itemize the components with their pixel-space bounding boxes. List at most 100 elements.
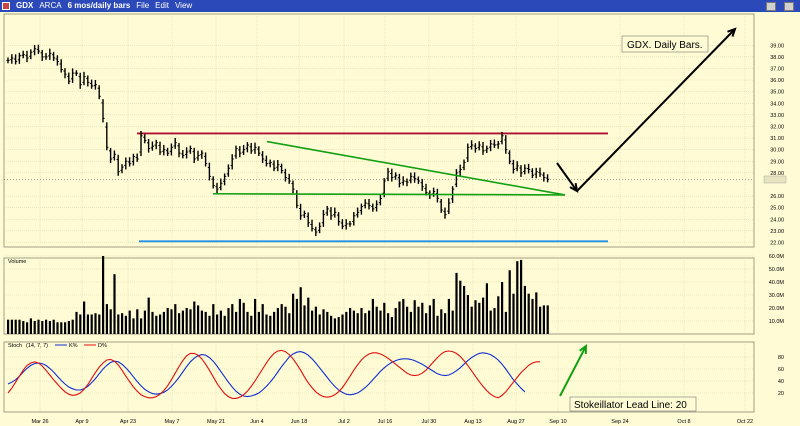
price-bar [329,207,333,220]
volume-bar [41,321,44,334]
close-button[interactable] [784,1,794,11]
price-bar [401,176,405,186]
x-tick-label: Jun 18 [291,419,308,425]
price-bar [90,79,94,89]
menu-view[interactable]: View [174,1,193,10]
price-tick-label: 25.00 [770,206,784,212]
volume-bar [143,310,146,334]
volume-bar [470,306,473,334]
volume-bar [485,283,488,334]
volume-bar [390,317,393,334]
volume-bar [67,321,70,334]
price-bar [158,141,162,155]
price-bar [234,145,238,159]
volume-bar [216,314,219,334]
price-bar [128,157,132,167]
price-bar [185,147,189,159]
price-bar [150,141,154,151]
price-bar [181,150,185,159]
volume-bar [516,261,519,334]
volume-bar [349,308,352,334]
price-bar [6,57,10,64]
price-bar [458,164,462,176]
volume-bar [489,310,492,334]
x-tick-label: Aug 27 [507,419,524,425]
price-bar [378,193,382,206]
price-bar [439,198,443,213]
volume-bar [360,308,363,334]
volume-bar [22,321,25,334]
volume-bar [52,319,55,334]
x-tick-label: Sep 24 [611,419,628,425]
volume-bar [246,311,249,334]
price-bar [310,219,314,232]
price-tick-label: 29.00 [770,159,784,165]
volume-bar [197,305,200,334]
price-bar [101,99,105,123]
price-bar [515,161,519,172]
period-label[interactable]: 6 mos/daily bars [67,1,131,10]
price-bar [367,198,371,210]
volume-bar [284,306,287,334]
symbol-label: GDX [16,1,34,10]
price-bar [356,207,360,218]
volume-bar [451,310,454,334]
price-bar [530,168,534,179]
volume-bar [121,313,124,334]
volume-bar [105,304,108,334]
price-bar [504,135,508,154]
volume-bar [189,309,192,334]
volume-bar [162,311,165,334]
volume-bar [440,309,443,334]
x-tick-label: Apr 9 [75,419,88,425]
price-bar [207,162,211,181]
price-bar [162,144,166,156]
volume-bar [341,314,344,334]
price-bar [394,172,398,180]
price-bar [211,176,215,189]
price-bar [344,219,348,230]
price-bar [302,210,306,219]
volume-bar [512,293,515,334]
price-tick-label: 39.00 [770,43,784,49]
volume-bar [482,297,485,334]
volume-bar [159,314,162,334]
menu-edit[interactable]: Edit [155,1,169,10]
volume-tick-label: 30.0M [769,293,785,299]
volume-bar [219,310,222,334]
price-bar [416,176,420,184]
volume-bar [238,298,241,334]
price-bar [48,48,52,60]
price-tick-label: 34.00 [770,101,784,107]
volume-bar [463,285,466,334]
price-tick-label: 24.00 [770,217,784,223]
price-bar [17,52,21,64]
price-bar [169,143,173,156]
volume-tick-label: 20.0M [769,306,785,312]
volume-bar [497,296,500,334]
volume-bar [48,321,51,334]
volume-bar [421,302,424,334]
price-bar [371,203,375,212]
volume-bar [86,314,89,334]
annotation-text: GDX. Daily Bars. [627,40,703,51]
price-bar [36,44,40,54]
volume-bar [254,298,257,334]
stoch-tick-label: 80 [778,355,784,361]
minimize-button[interactable] [766,1,776,11]
volume-bar [185,308,188,334]
volume-bar [398,301,401,334]
menu-file[interactable]: File [136,1,150,10]
volume-bar [539,306,542,334]
x-tick-label: Jul 30 [422,419,437,425]
volume-bar [330,315,333,334]
volume-bar [402,298,405,334]
price-tick-label: 35.00 [770,90,784,96]
price-bar [188,145,192,154]
x-tick-label: Aug 13 [464,419,481,425]
volume-bar [45,319,48,334]
price-bar [477,141,481,151]
price-bar [215,182,219,194]
price-bar [318,222,322,234]
price-bar [280,163,284,174]
